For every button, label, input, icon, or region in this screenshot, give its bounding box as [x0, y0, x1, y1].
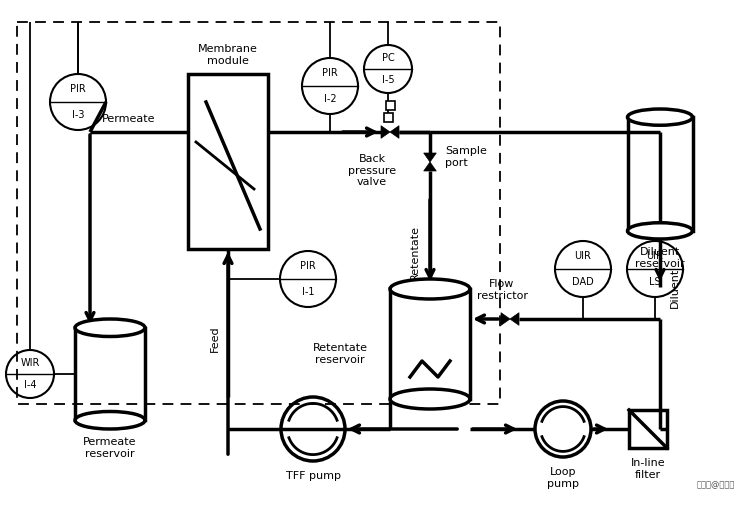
Bar	[384, 113, 393, 122]
Text: Permeate: Permeate	[102, 114, 155, 124]
Polygon shape	[510, 313, 519, 325]
Text: Permeate
reservoir: Permeate reservoir	[83, 437, 137, 459]
Ellipse shape	[75, 411, 145, 429]
Polygon shape	[501, 313, 510, 325]
Bar	[385, 101, 394, 110]
Text: Sample
port: Sample port	[445, 146, 487, 168]
Bar	[390, 289, 470, 399]
Ellipse shape	[628, 109, 692, 125]
Text: UIR: UIR	[575, 251, 592, 262]
Text: PIR: PIR	[322, 69, 338, 78]
Text: DAD: DAD	[572, 276, 594, 287]
Text: PIR: PIR	[300, 262, 316, 271]
Bar	[628, 117, 692, 231]
Ellipse shape	[390, 389, 470, 409]
Text: UIR: UIR	[647, 251, 663, 262]
Text: I-1: I-1	[302, 287, 314, 297]
Text: WIR: WIR	[20, 358, 40, 368]
Polygon shape	[424, 162, 436, 171]
Text: Membrane
module: Membrane module	[198, 44, 258, 66]
Text: I-2: I-2	[324, 93, 336, 104]
Text: Flow
restrictor: Flow restrictor	[476, 279, 527, 301]
Text: I-3: I-3	[72, 110, 84, 119]
Bar	[629, 410, 667, 448]
Ellipse shape	[390, 279, 470, 299]
Bar	[17, 22, 500, 404]
Text: I-4: I-4	[24, 380, 36, 390]
Text: PIR: PIR	[70, 84, 86, 94]
Text: PC: PC	[382, 53, 394, 63]
Text: Back
pressure
valve: Back pressure valve	[348, 154, 396, 187]
Text: I-5: I-5	[382, 75, 394, 85]
Text: 搜狐号@基因瓜: 搜狐号@基因瓜	[697, 480, 735, 489]
Bar	[75, 328, 145, 420]
Polygon shape	[390, 125, 399, 138]
Text: In-line
filter: In-line filter	[631, 458, 665, 480]
Text: Retentate: Retentate	[410, 226, 420, 280]
Polygon shape	[424, 153, 436, 162]
Text: Loop
pump: Loop pump	[547, 467, 579, 489]
Ellipse shape	[628, 223, 692, 239]
Text: Feed: Feed	[210, 326, 220, 353]
Bar	[188, 74, 268, 249]
Ellipse shape	[75, 319, 145, 336]
Text: Diluent
reservoir: Diluent reservoir	[635, 247, 685, 269]
Text: TFF pump: TFF pump	[285, 471, 340, 481]
Text: LS: LS	[649, 276, 661, 287]
Text: Diluent: Diluent	[670, 267, 680, 308]
Text: Retentate
reservoir: Retentate reservoir	[312, 343, 367, 365]
Polygon shape	[381, 125, 390, 138]
